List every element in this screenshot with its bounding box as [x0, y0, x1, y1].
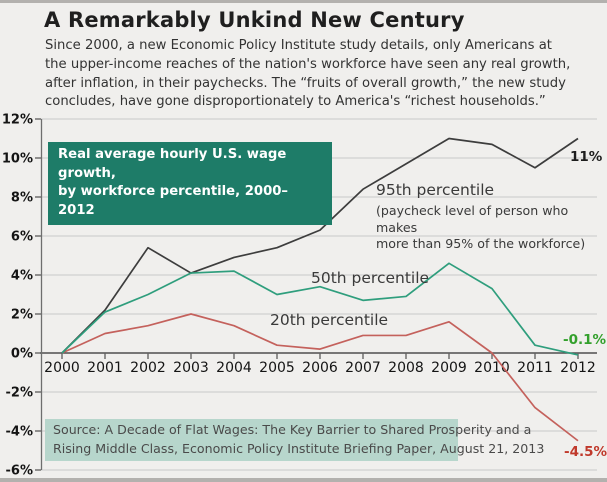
y-axis-label: 4%	[11, 269, 33, 284]
y-axis-label: 6%	[11, 230, 33, 245]
x-axis-label: 2008	[388, 360, 424, 376]
series-label-50th: 50th percentile	[311, 269, 430, 287]
series-line-95th-percentile	[61, 137, 579, 354]
series-line-20th-percentile	[61, 313, 579, 442]
y-axis-label: 12%	[2, 113, 33, 128]
page-title: A Remarkably Unkind New Century	[44, 8, 465, 32]
x-axis-label: 2006	[302, 360, 338, 376]
x-axis-label: 2002	[130, 360, 166, 376]
y-axis-label: -6%	[6, 464, 33, 479]
y-axis-label: 2%	[11, 308, 33, 323]
series-label-20th: 20th percentile	[270, 311, 389, 329]
chart-title-badge-line: Real average hourly U.S. wage growth,	[58, 147, 287, 181]
series-label-95th-description: (paycheck level of person who makes more…	[376, 203, 586, 251]
source-note-line: Rising Middle Class, Economic Policy Ins…	[53, 440, 545, 456]
chart-title-badge: Real average hourly U.S. wage growth, by…	[48, 142, 332, 225]
x-axis-label: 2011	[517, 360, 553, 376]
subtitle-line: the upper-income reaches of the nation's…	[45, 56, 571, 72]
window-top-edge	[0, 0, 607, 3]
end-value-label-50th: -0.1%	[563, 332, 607, 348]
x-axis-label: 2009	[431, 360, 467, 376]
y-axis-label: -2%	[6, 386, 33, 401]
x-axis-label: 2004	[216, 360, 252, 376]
subtitle-line: Since 2000, a new Economic Policy Instit…	[45, 38, 552, 53]
x-axis-label: 2012	[560, 360, 596, 376]
subtitle-line: concludes, have gone disproportionately …	[45, 94, 546, 110]
y-axis-label: 0%	[11, 347, 33, 362]
end-value-label-95th: 11%	[570, 149, 603, 165]
subtitle-line: after inflation, in their paychecks. The…	[45, 75, 566, 91]
series-label-95th: 95th percentile	[376, 181, 495, 199]
y-axis-label: 10%	[2, 152, 33, 167]
window-bottom-edge	[0, 478, 607, 482]
series-line-50th-percentile	[61, 262, 579, 356]
source-note-line: Source: A Decade of Flat Wages: The Key …	[53, 422, 532, 437]
chart-subtitle: Since 2000, a new Economic Policy Instit…	[45, 37, 597, 112]
x-axis-label: 2005	[259, 360, 295, 376]
y-axis-label: -4%	[6, 425, 33, 440]
chart-title-badge-line: by workforce percentile, 2000–2012	[58, 184, 289, 218]
x-axis-label: 2007	[345, 360, 381, 376]
y-axis-label: 8%	[11, 191, 33, 206]
source-note: Source: A Decade of Flat Wages: The Key …	[45, 419, 545, 461]
x-axis-label: 2003	[173, 360, 209, 376]
x-axis-label: 2001	[87, 360, 123, 376]
x-axis-label: 2000	[44, 360, 80, 376]
end-value-label-20th: -4.5%	[564, 444, 607, 460]
